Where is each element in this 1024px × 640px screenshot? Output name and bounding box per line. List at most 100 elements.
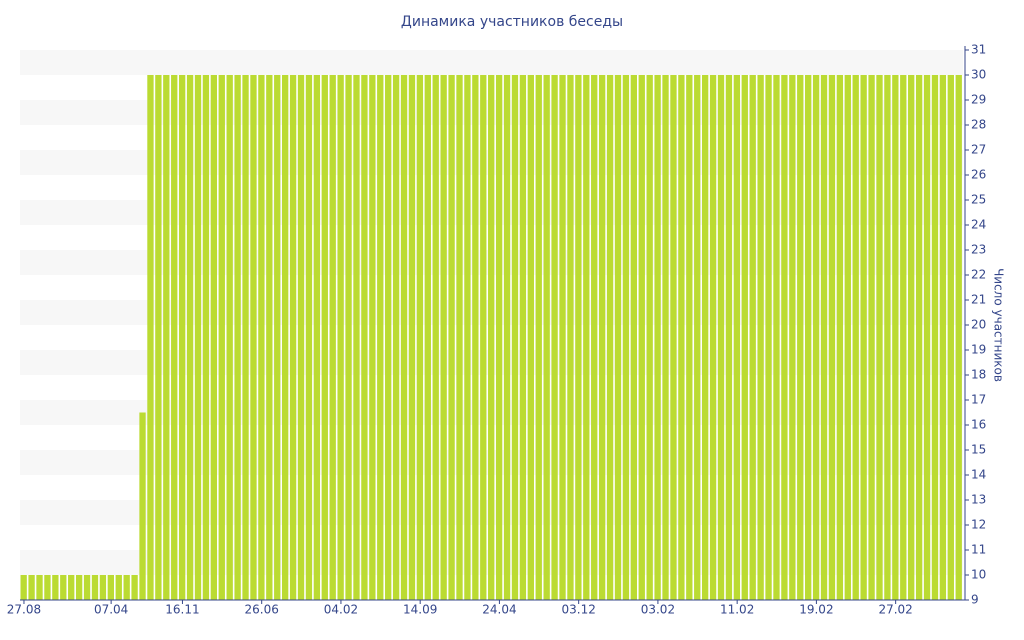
bar [575,75,582,600]
bar [210,75,218,600]
bar [139,412,146,600]
bar [440,75,447,600]
bar [717,75,725,600]
bar [424,75,431,600]
bar [495,75,503,600]
y-tick-label: 12 [971,518,986,532]
bar [559,75,566,600]
bar [591,75,598,600]
bar [567,75,574,600]
bar [868,75,875,600]
bar [812,75,820,600]
bar [892,75,899,600]
bar [678,75,685,600]
x-tick-label: 07.04 [94,603,128,617]
y-tick-label: 15 [971,443,986,457]
bar [353,75,360,600]
bar [860,75,867,600]
bar [400,75,408,600]
bar [765,75,772,600]
x-tick-label: 27.02 [878,603,912,617]
bar [147,75,154,600]
bar [939,75,947,600]
bar [773,75,780,600]
bar [258,75,265,600]
x-tick-label: 16.11 [165,603,199,617]
bar [789,75,796,600]
bar [416,75,424,600]
y-tick-label: 28 [971,118,986,132]
bar [28,575,35,600]
x-tick-label: 11.02 [720,603,754,617]
bar [955,75,962,600]
bar [202,75,210,600]
bar [115,575,122,600]
chart-title: Динамика участников беседы [401,14,623,30]
bar [242,75,249,600]
grid-band [20,50,963,75]
bar [194,75,202,600]
bar [503,75,511,600]
bar [583,75,590,600]
x-tick-label: 27.08 [7,603,41,617]
y-tick-label: 20 [971,318,986,332]
bar [511,75,519,600]
bar [107,575,114,600]
x-tick-label: 14.09 [403,603,437,617]
bar [20,575,27,600]
bar [646,75,653,600]
y-tick-label: 16 [971,418,986,432]
bar [75,575,83,600]
x-tick-label: 04.02 [324,603,358,617]
bar [543,75,550,600]
bar [44,575,51,600]
bar [630,75,638,600]
x-tick-label: 24.04 [482,603,516,617]
y-tick-label: 29 [971,93,986,107]
y-tick-label: 21 [971,293,986,307]
bar [392,75,400,600]
y-tick-label: 30 [971,68,986,82]
bar [923,75,931,600]
bar [456,75,463,600]
bar [282,75,289,600]
bar [337,75,344,600]
bar [797,75,804,600]
y-tick-label: 13 [971,493,986,507]
y-tick-label: 9 [971,593,979,607]
bar [448,75,455,600]
bar [931,75,939,600]
bar [480,75,487,600]
bar [844,75,851,600]
bar [947,75,954,600]
bar [820,75,828,600]
bar [900,75,907,600]
bar [250,75,257,600]
bar [408,75,416,600]
y-tick-label: 23 [971,243,986,257]
bar [908,75,915,600]
bar [598,75,606,600]
bar [606,75,614,600]
bar [757,75,764,600]
bar [876,75,883,600]
y-tick-label: 10 [971,568,986,582]
bar [289,75,297,600]
bar [464,75,471,600]
y-tick-label: 17 [971,393,986,407]
bar [321,75,328,600]
bar [741,75,748,600]
bar [805,75,812,600]
y-tick-label: 19 [971,343,986,357]
y-tick-label: 14 [971,468,986,482]
bar [297,75,305,600]
bar [670,75,677,600]
bar [701,75,709,600]
bar [749,75,756,600]
bar [884,75,891,600]
bar [638,75,645,600]
x-tick-label: 19.02 [799,603,833,617]
bar [852,75,859,600]
